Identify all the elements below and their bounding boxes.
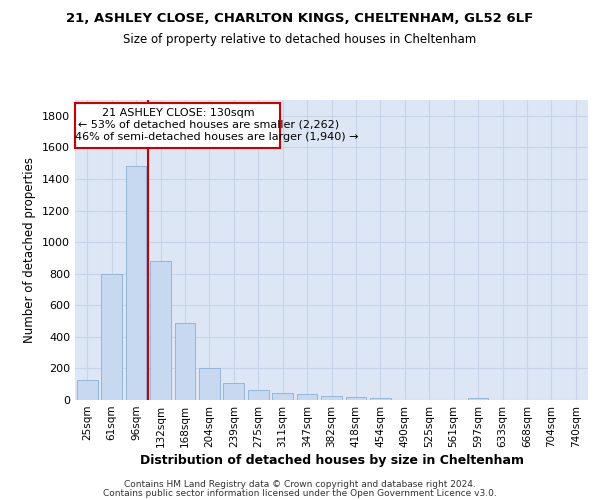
Text: 21 ASHLEY CLOSE: 130sqm: 21 ASHLEY CLOSE: 130sqm bbox=[101, 108, 254, 118]
Bar bbox=[321, 396, 342, 400]
Bar bbox=[125, 166, 146, 400]
Bar bbox=[101, 274, 122, 400]
Bar bbox=[370, 398, 391, 400]
Bar bbox=[199, 368, 220, 400]
Bar bbox=[272, 393, 293, 400]
Bar bbox=[77, 380, 98, 400]
Y-axis label: Number of detached properties: Number of detached properties bbox=[23, 157, 37, 343]
Text: Contains HM Land Registry data © Crown copyright and database right 2024.: Contains HM Land Registry data © Crown c… bbox=[124, 480, 476, 489]
Bar bbox=[296, 394, 317, 400]
Text: Size of property relative to detached houses in Cheltenham: Size of property relative to detached ho… bbox=[124, 32, 476, 46]
Text: Contains public sector information licensed under the Open Government Licence v3: Contains public sector information licen… bbox=[103, 490, 497, 498]
Bar bbox=[346, 396, 367, 400]
Bar bbox=[150, 261, 171, 400]
Bar bbox=[467, 398, 488, 400]
Bar bbox=[248, 390, 269, 400]
Text: 46% of semi-detached houses are larger (1,940) →: 46% of semi-detached houses are larger (… bbox=[76, 132, 359, 142]
X-axis label: Distribution of detached houses by size in Cheltenham: Distribution of detached houses by size … bbox=[139, 454, 523, 467]
Text: ← 53% of detached houses are smaller (2,262): ← 53% of detached houses are smaller (2,… bbox=[78, 120, 339, 130]
Text: 21, ASHLEY CLOSE, CHARLTON KINGS, CHELTENHAM, GL52 6LF: 21, ASHLEY CLOSE, CHARLTON KINGS, CHELTE… bbox=[67, 12, 533, 26]
FancyBboxPatch shape bbox=[76, 103, 280, 148]
Bar bbox=[175, 322, 196, 400]
Bar bbox=[223, 384, 244, 400]
